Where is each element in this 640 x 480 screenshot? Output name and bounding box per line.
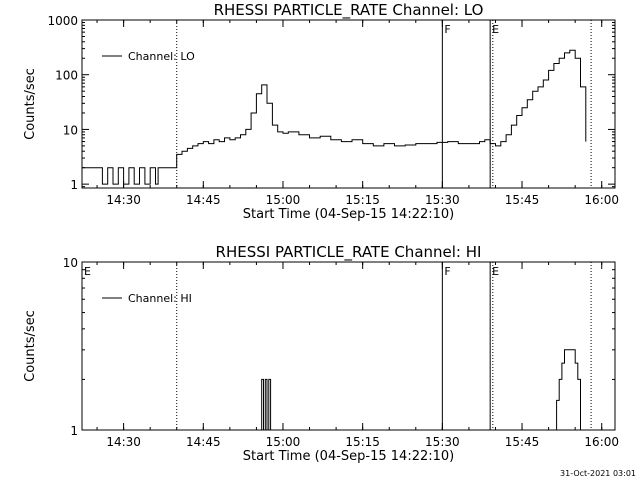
x-tick-label: 16:00: [584, 193, 619, 207]
x-tick-label: 15:30: [425, 193, 460, 207]
x-tick-label: 15:30: [425, 435, 460, 449]
y-tick-label: 100: [55, 69, 78, 83]
chart-title: RHESSI PARTICLE_RATE Channel: LO: [214, 1, 484, 20]
x-tick-label: 14:30: [106, 193, 141, 207]
event-label: E: [84, 265, 91, 278]
y-tick-label: 10: [63, 256, 78, 270]
plot-timestamp: 31-Oct-2021 03:01: [560, 469, 636, 478]
y-axis-label: Counts/sec: [23, 310, 38, 382]
y-tick-label: 1: [70, 178, 78, 192]
x-tick-label: 14:30: [106, 435, 141, 449]
series-line-lo: [82, 49, 587, 185]
y-tick-label: 1000: [47, 14, 78, 28]
plot-frame: [81, 261, 616, 431]
x-tick-label: 15:15: [345, 193, 380, 207]
x-tick-label: 15:45: [505, 435, 540, 449]
x-axis-label: Start Time (04-Sep-15 14:22:10): [243, 449, 454, 464]
chart-panel-lo: RHESSI PARTICLE_RATE Channel: LO 14:30 14:…: [23, 1, 619, 222]
x-axis-label: Start Time (04-Sep-15 14:22:10): [243, 207, 454, 222]
x-tick-label: 14:45: [186, 193, 221, 207]
event-label: E: [492, 265, 499, 278]
chart-panel-hi: RHESSI PARTICLE_RATE Channel: HI 14:30 14:…: [23, 243, 619, 464]
plot-frame: [81, 19, 616, 189]
y-tick-label: 1: [70, 424, 78, 438]
x-tick-label: 15:00: [266, 435, 301, 449]
legend-label: Channel: HI: [128, 292, 192, 305]
x-tick-label: 14:45: [186, 435, 221, 449]
y-axis-label: Counts/sec: [23, 68, 38, 140]
x-tick-label: 15:15: [345, 435, 380, 449]
event-label: E: [492, 23, 499, 36]
series-line-hi: [259, 349, 581, 431]
x-tick-label: 16:00: [584, 435, 619, 449]
y-tick-label: 10: [63, 123, 78, 137]
legend-label: Channel: LO: [128, 50, 195, 63]
event-label: F: [444, 23, 450, 36]
x-tick-label: 15:45: [505, 193, 540, 207]
chart-title: RHESSI PARTICLE_RATE Channel: HI: [216, 243, 482, 262]
x-tick-label: 15:00: [266, 193, 301, 207]
event-label: F: [444, 265, 450, 278]
